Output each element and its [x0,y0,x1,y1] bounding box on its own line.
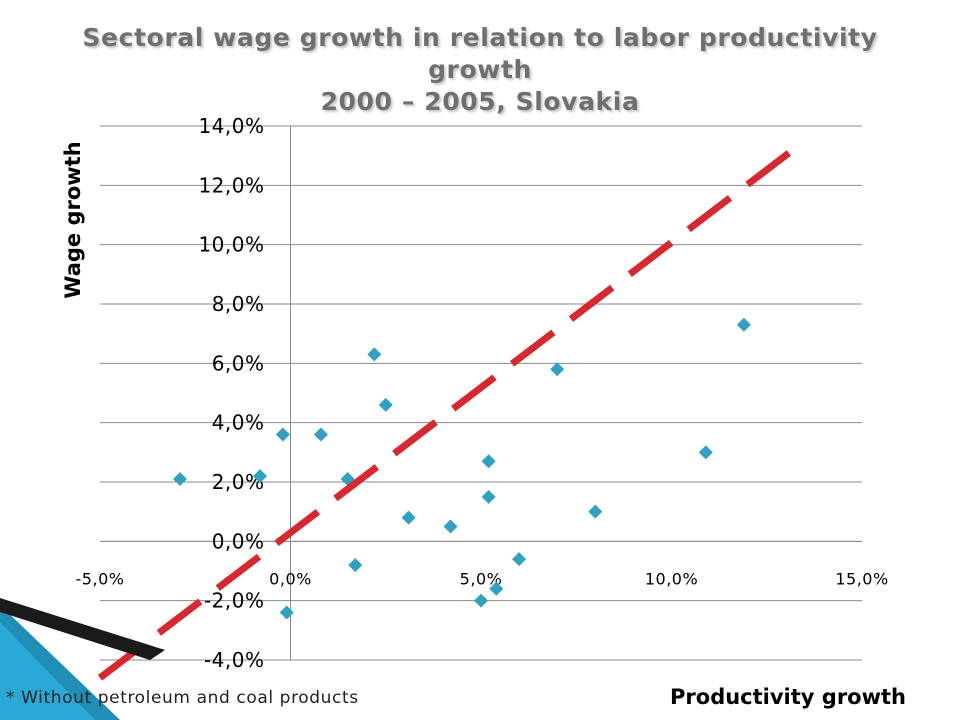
x-tick-label: 10,0% [645,569,698,588]
y-tick-label: 4,0% [212,411,265,435]
data-point [588,504,603,519]
data-point [348,558,363,573]
y-tick-label: 14,0% [198,114,264,138]
y-tick-label: 0,0% [212,529,265,553]
data-point [401,510,416,525]
corner-decoration [0,598,165,720]
chart-title-line1: Sectoral wage growth in relation to labo… [82,23,878,84]
data-point [481,454,496,469]
x-tick-label: 15,0% [835,569,888,588]
data-point [481,489,496,504]
y-tick-label: -4,0% [204,648,265,672]
data-point [736,317,751,332]
data-point [378,397,393,412]
y-tick-label: 12,0% [198,173,264,197]
data-point [698,445,713,460]
x-tick-label: 0,0% [269,569,312,588]
data-point [279,605,294,620]
x-axis-label: Productivity growth [670,685,906,709]
data-point [253,469,268,484]
x-tick-label: -5,0% [76,569,125,588]
trend-line-group [97,138,807,681]
data-point [512,552,527,567]
chart-subtitle: 2000 – 2005, Slovakia [320,87,640,116]
data-point [313,427,328,442]
data-points [173,317,751,620]
data-point [275,427,290,442]
data-point [550,362,565,377]
data-point [474,593,488,608]
data-point [489,581,504,596]
chart-title: Sectoral wage growth in relation to labo… [60,22,900,118]
y-tick-label: 6,0% [212,351,265,375]
y-tick-label: -2,0% [204,589,265,613]
y-tick-labels: -4,0%-2,0%0,0%2,0%4,0%6,0%8,0%10,0%12,0%… [198,114,264,672]
y-tick-label: 8,0% [212,292,265,316]
data-point [173,472,188,487]
x-tick-labels: -5,0% 0,0% 5,0% 10,0% 15,0% [76,569,889,588]
y-tick-label: 10,0% [198,233,264,257]
data-point [367,347,382,362]
y-axis-label: Wage growth [61,141,85,298]
footnote: * Without petroleum and coal products [6,688,359,708]
data-point [443,519,458,534]
x-tick-label: 5,0% [460,569,503,588]
trend-line [97,138,807,681]
axes [100,126,862,660]
